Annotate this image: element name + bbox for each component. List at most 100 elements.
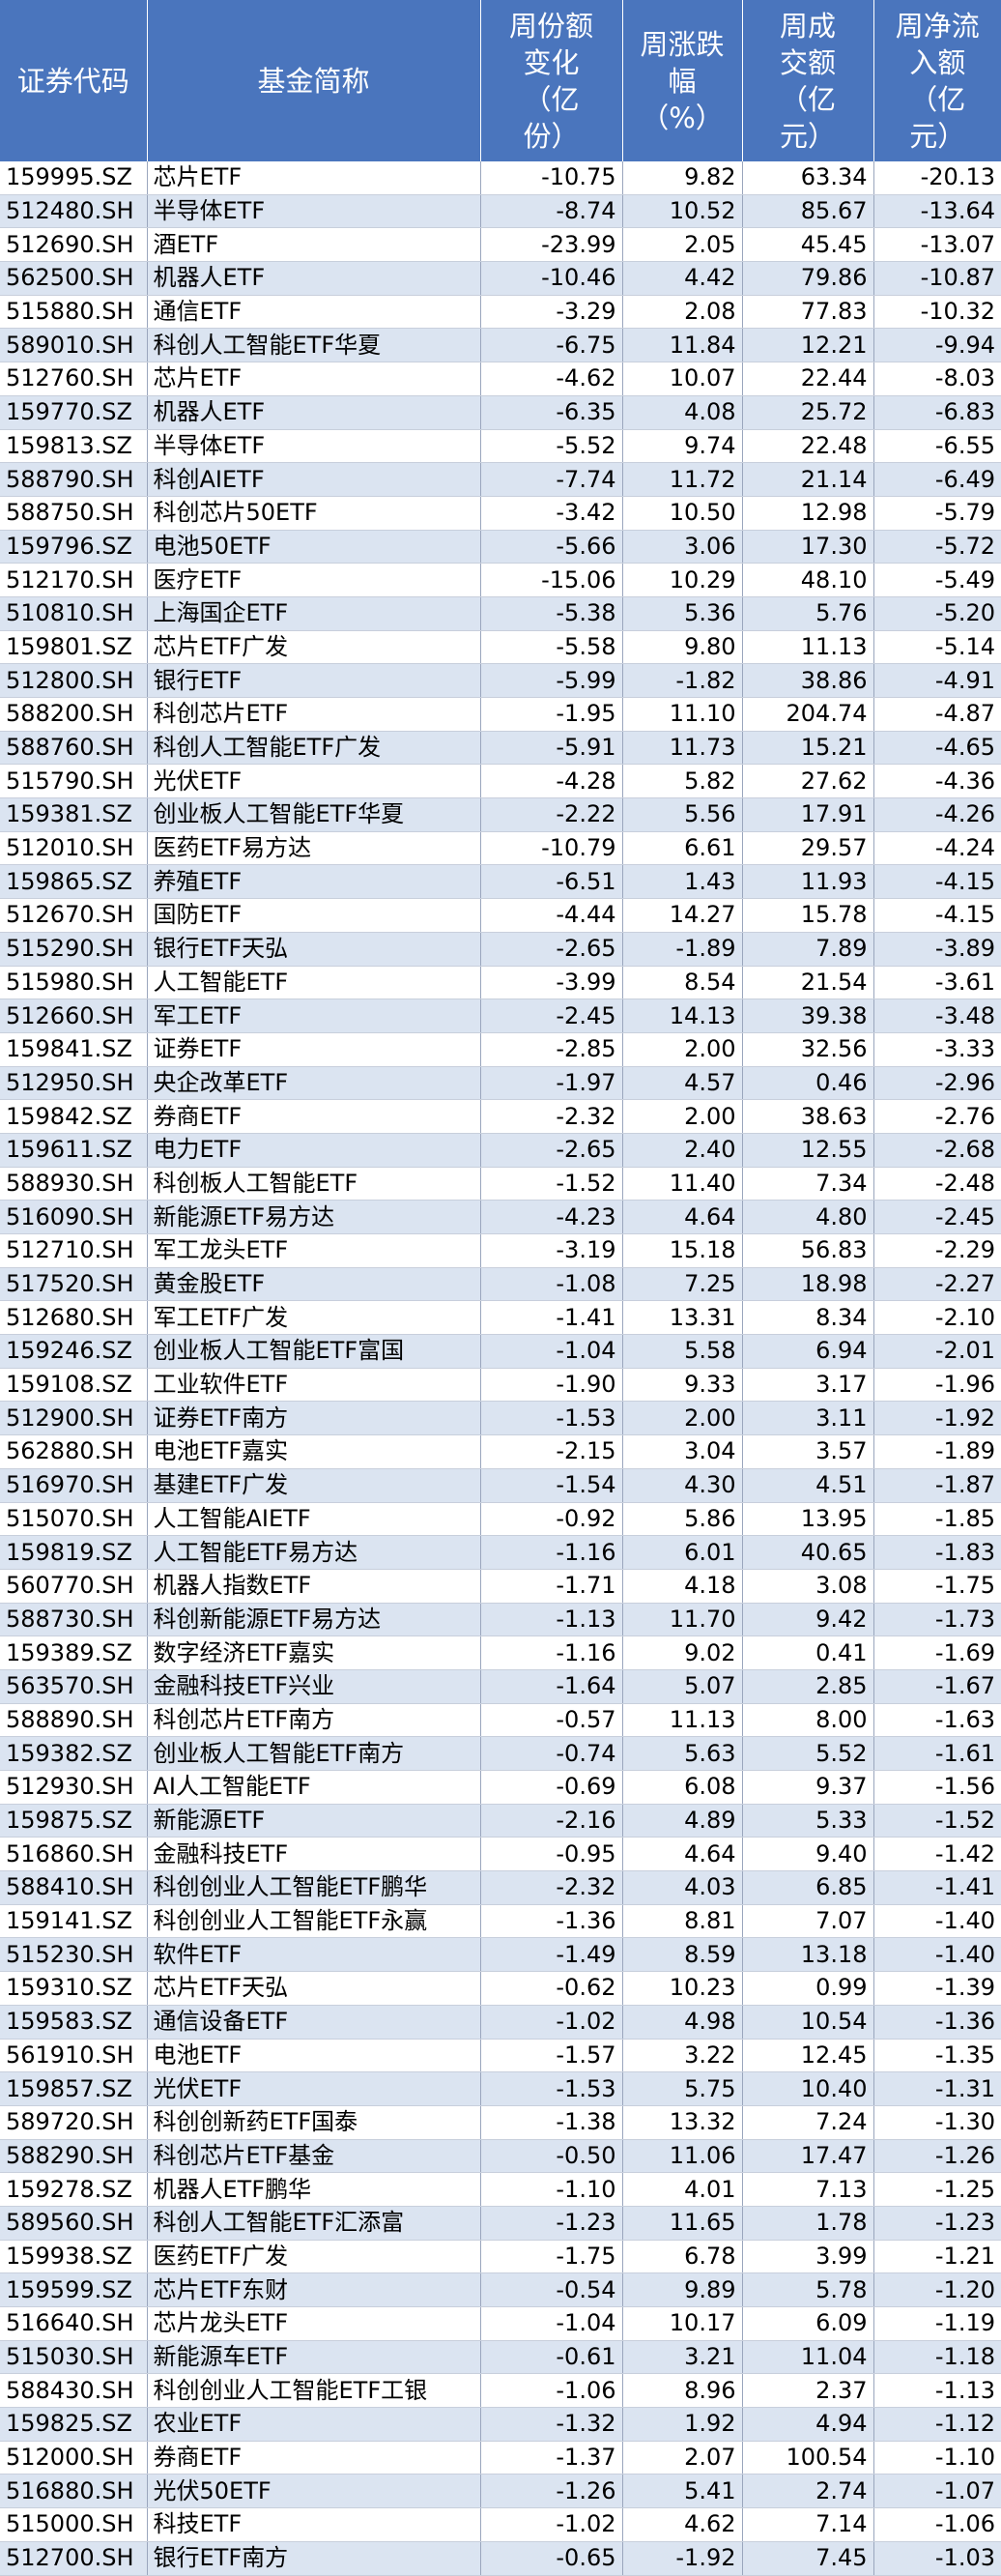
header-turnover[interactable]: 周成 交额 （亿 元） [742,0,873,161]
header-pct-change[interactable]: 周涨跌 幅 （%） [622,0,742,161]
cell-code: 588200.SH [0,698,147,732]
header-share-change[interactable]: 周份额 变化 （亿 份） [480,0,622,161]
cell-code: 512480.SH [0,194,147,228]
cell-share-change: -6.75 [480,329,622,362]
cell-turnover: 1.78 [742,2206,873,2240]
cell-net-inflow: -1.63 [873,1703,1001,1737]
cell-pct-change: 14.27 [622,899,742,933]
cell-share-change: -3.19 [480,1234,622,1268]
cell-pct-change: 11.65 [622,2206,742,2240]
cell-pct-change: 11.13 [622,1703,742,1737]
cell-name: 农业ETF [147,2408,480,2442]
cell-turnover: 0.41 [742,1636,873,1670]
cell-code: 159389.SZ [0,1636,147,1670]
cell-name: 军工ETF [147,999,480,1033]
cell-net-inflow: -1.03 [873,2541,1001,2575]
cell-turnover: 48.10 [742,564,873,597]
cell-share-change: -0.61 [480,2340,622,2374]
header-code[interactable]: 证券代码 [0,0,147,161]
cell-name: 券商ETF [147,2441,480,2475]
header-net-inflow[interactable]: 周净流 入额 （亿 元） [873,0,1001,161]
header-name[interactable]: 基金简称 [147,0,480,161]
cell-net-inflow: -1.56 [873,1771,1001,1805]
cell-name: 电力ETF [147,1133,480,1167]
header-line: 幅 [623,63,742,100]
cell-name: 科创芯片ETF [147,698,480,732]
cell-name: 科创创业人工智能ETF鹏华 [147,1871,480,1905]
